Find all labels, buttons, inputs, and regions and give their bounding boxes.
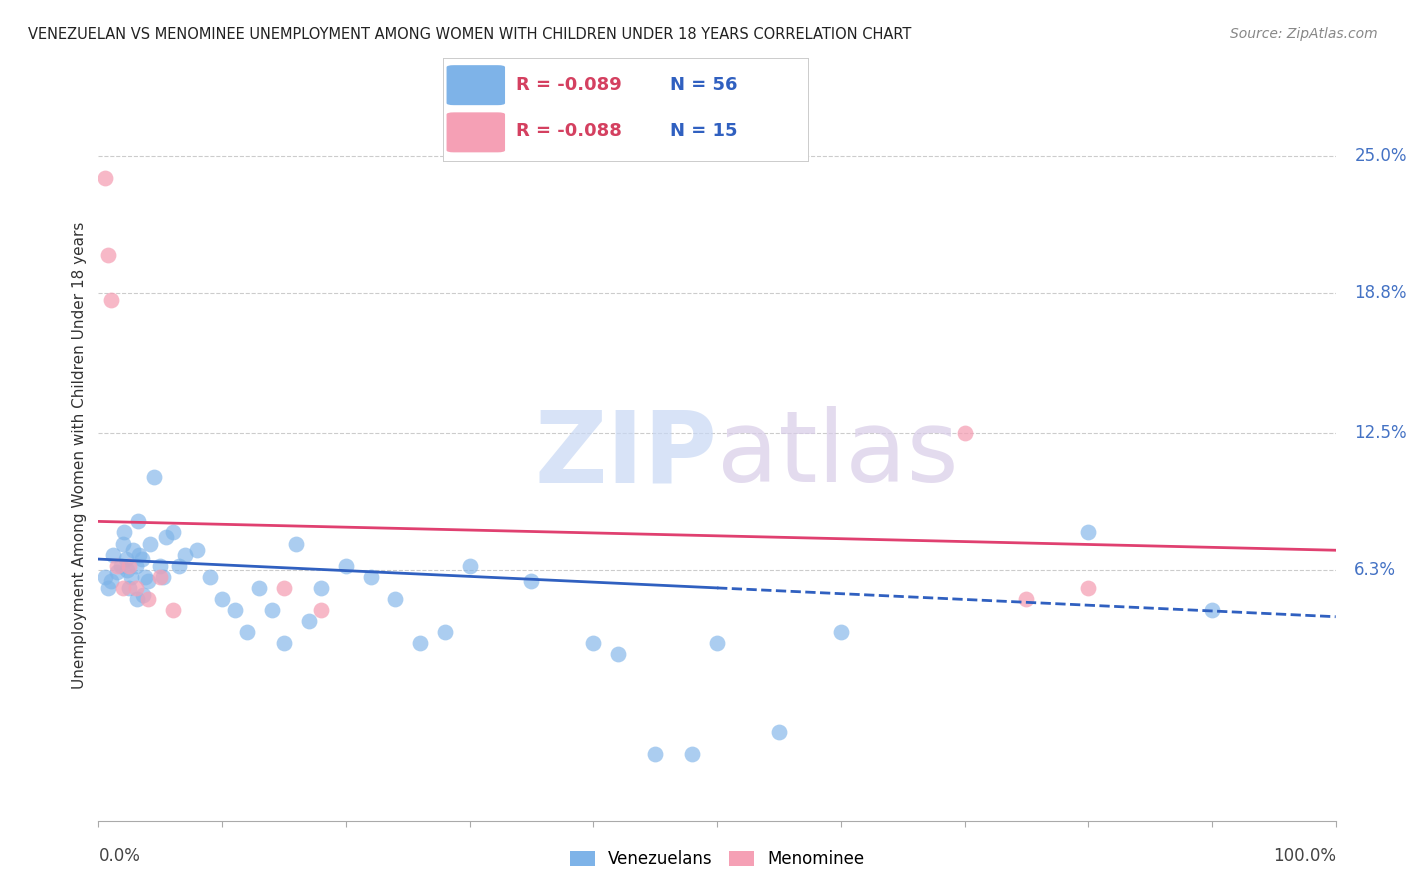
Point: [706, 636, 728, 650]
Text: R = -0.088: R = -0.088: [516, 122, 621, 140]
Point: [139, 536, 162, 550]
Point: [136, 592, 159, 607]
Y-axis label: Unemployment Among Women with Children Under 18 years: Unemployment Among Women with Children U…: [72, 221, 87, 689]
Point: [149, 558, 172, 573]
Point: [124, 558, 146, 573]
Point: [198, 570, 221, 584]
Point: [768, 725, 790, 739]
Point: [830, 625, 852, 640]
Text: 0.0%: 0.0%: [98, 847, 141, 865]
Point: [607, 648, 630, 662]
Point: [112, 581, 135, 595]
Point: [384, 592, 406, 607]
Point: [149, 570, 172, 584]
Point: [298, 614, 321, 628]
Point: [103, 548, 125, 562]
Point: [97, 581, 120, 595]
Text: 12.5%: 12.5%: [1354, 424, 1406, 442]
Point: [285, 536, 308, 550]
Point: [582, 636, 605, 650]
Text: N = 56: N = 56: [669, 76, 737, 95]
Point: [681, 747, 703, 761]
Point: [335, 558, 357, 573]
Text: VENEZUELAN VS MENOMINEE UNEMPLOYMENT AMONG WOMEN WITH CHILDREN UNDER 18 YEARS CO: VENEZUELAN VS MENOMINEE UNEMPLOYMENT AMO…: [28, 27, 911, 42]
Text: R = -0.089: R = -0.089: [516, 76, 621, 95]
Point: [211, 592, 233, 607]
Point: [118, 558, 141, 573]
Point: [132, 588, 155, 602]
FancyBboxPatch shape: [447, 112, 505, 153]
Point: [124, 581, 146, 595]
Point: [1077, 525, 1099, 540]
Point: [260, 603, 283, 617]
Point: [273, 636, 295, 650]
Point: [1201, 603, 1223, 617]
Point: [309, 581, 332, 595]
Text: 100.0%: 100.0%: [1272, 847, 1336, 865]
Point: [155, 530, 177, 544]
Point: [120, 570, 142, 584]
Point: [1077, 581, 1099, 595]
Point: [128, 548, 150, 562]
Point: [114, 552, 136, 566]
Point: [309, 603, 332, 617]
Point: [110, 558, 132, 573]
Point: [97, 248, 120, 262]
Legend: Venezuelans, Menominee: Venezuelans, Menominee: [562, 843, 872, 874]
FancyBboxPatch shape: [447, 65, 505, 105]
Point: [162, 603, 184, 617]
Point: [93, 570, 115, 584]
Point: [953, 425, 976, 440]
Point: [1015, 592, 1038, 607]
Point: [162, 525, 184, 540]
Text: 18.8%: 18.8%: [1354, 285, 1406, 302]
Point: [105, 558, 128, 573]
Point: [273, 581, 295, 595]
Text: N = 15: N = 15: [669, 122, 737, 140]
Point: [115, 563, 138, 577]
Point: [136, 574, 159, 589]
Point: [224, 603, 246, 617]
Point: [100, 574, 122, 589]
Point: [131, 552, 153, 566]
Point: [174, 548, 197, 562]
Point: [143, 470, 166, 484]
Point: [127, 515, 149, 529]
Point: [520, 574, 543, 589]
Point: [236, 625, 259, 640]
Point: [186, 543, 208, 558]
Point: [112, 525, 135, 540]
Text: 25.0%: 25.0%: [1354, 146, 1406, 165]
Point: [125, 592, 148, 607]
Point: [93, 170, 115, 185]
Point: [409, 636, 432, 650]
Point: [458, 558, 481, 573]
Point: [433, 625, 456, 640]
Text: atlas: atlas: [717, 407, 959, 503]
Text: ZIP: ZIP: [534, 407, 717, 503]
Point: [152, 570, 174, 584]
Point: [247, 581, 270, 595]
Text: Source: ZipAtlas.com: Source: ZipAtlas.com: [1230, 27, 1378, 41]
Point: [360, 570, 382, 584]
Text: 6.3%: 6.3%: [1354, 561, 1396, 579]
Point: [105, 566, 128, 580]
Point: [112, 536, 135, 550]
Point: [167, 558, 190, 573]
Point: [100, 293, 122, 307]
Point: [644, 747, 666, 761]
Point: [134, 570, 156, 584]
Point: [122, 543, 145, 558]
Point: [118, 581, 141, 595]
